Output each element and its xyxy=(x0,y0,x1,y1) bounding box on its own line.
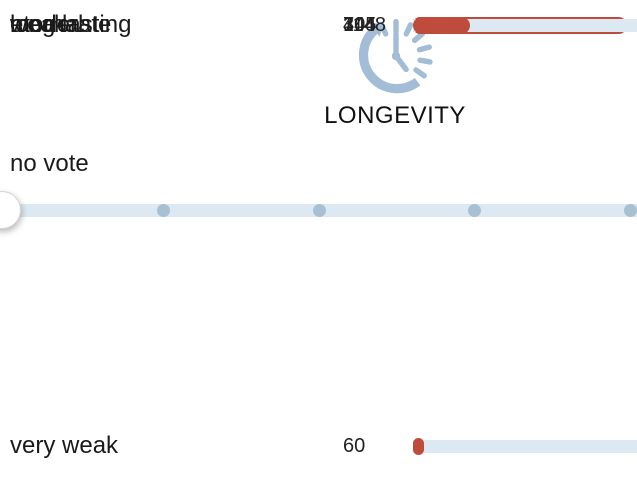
result-bar-track xyxy=(413,16,637,34)
history-clock-icon-svg xyxy=(358,18,433,94)
circular-arrow-head xyxy=(369,22,384,37)
result-vote-count: 1148 xyxy=(343,13,387,36)
circular-arrow-arc xyxy=(358,26,421,94)
result-label: long lasting xyxy=(10,11,132,38)
result-label: weak xyxy=(10,11,67,38)
result-label: moderate xyxy=(10,11,112,38)
slider-stop-dot[interactable] xyxy=(624,204,637,217)
result-label: eternal xyxy=(10,11,84,38)
result-vote-count: 404 xyxy=(343,13,377,36)
no-vote-label: no vote xyxy=(10,150,89,177)
slider-handle[interactable] xyxy=(0,191,21,229)
slider-stop-dot[interactable] xyxy=(468,204,481,217)
slider-stop-dot[interactable] xyxy=(157,204,170,217)
slider-stop-dot[interactable] xyxy=(313,204,326,217)
page-title: LONGEVITY xyxy=(324,102,466,129)
result-vote-count: 60 xyxy=(343,434,366,457)
result-label: very weak xyxy=(10,432,119,459)
history-clock-icon xyxy=(354,14,438,98)
result-bar-fill xyxy=(413,16,470,34)
result-row-very-weak: very weak 60 xyxy=(0,421,637,471)
result-vote-count: 74 xyxy=(343,13,366,36)
result-bar-fill xyxy=(413,437,424,455)
result-bar-track xyxy=(413,437,637,455)
result-row-eternal: eternal 305 xyxy=(0,0,637,50)
clock-tick-marks xyxy=(378,18,433,79)
result-vote-count: 305 xyxy=(343,13,377,36)
vote-slider[interactable] xyxy=(0,185,637,235)
clock-center-dot xyxy=(391,51,401,61)
